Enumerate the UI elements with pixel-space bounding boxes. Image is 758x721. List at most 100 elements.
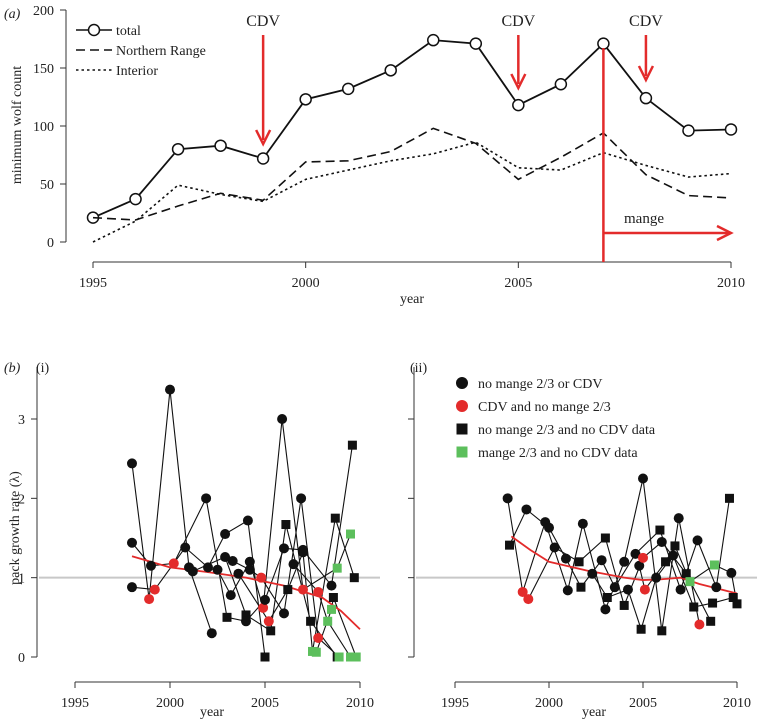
point-no-mange-or-cdv: [187, 566, 198, 577]
pack-trajectory: [293, 563, 351, 658]
point-no-mange-or-cdv: [544, 522, 554, 533]
trend-line: [510, 535, 738, 595]
point-no-mange-or-cdv: [521, 504, 532, 515]
total-point: [469, 37, 483, 50]
point-no-cdv-data: [328, 593, 338, 602]
legend-label: mange 2/3 and no CDV data: [478, 446, 638, 461]
point-no-mange-or-cdv: [560, 553, 571, 564]
point-no-mange-or-cdv: [562, 585, 573, 596]
cdv-label: CDV: [501, 13, 535, 30]
x-tick-label: 2005: [629, 696, 657, 711]
point-no-cdv-data: [728, 593, 738, 602]
point-no-cdv-data: [689, 602, 699, 612]
point-no-cdv-data: [347, 440, 357, 450]
point-cdv: [313, 632, 324, 643]
legend-label: Interior: [116, 64, 158, 79]
point-no-mange-or-cdv: [638, 473, 648, 484]
legend-marker: [456, 400, 468, 412]
total-point: [214, 139, 227, 152]
point-no-cdv-data: [619, 600, 629, 610]
panel-label: (b): [4, 361, 21, 376]
point-mange: [332, 563, 342, 573]
point-no-cdv-data: [241, 610, 251, 620]
legend-marker: [456, 423, 468, 435]
point-cdv: [639, 584, 650, 595]
point-no-cdv-data: [732, 599, 742, 609]
point-cdv: [313, 586, 324, 597]
point-cdv: [168, 558, 179, 569]
point-no-mange-or-cdv: [241, 616, 251, 627]
x-tick-label: 2000: [535, 696, 563, 711]
point-no-mange-or-cdv: [326, 580, 337, 591]
point-cdv: [298, 584, 308, 595]
point-cdv: [638, 552, 648, 563]
sub-panel-label: (ii): [410, 361, 427, 376]
total-point: [512, 98, 525, 112]
point-no-mange-or-cdv: [596, 555, 607, 566]
point-no-cdv-data: [681, 569, 691, 579]
point-no-mange-or-cdv: [201, 493, 212, 504]
total-point: [427, 33, 440, 47]
point-no-cdv-data: [600, 533, 610, 543]
point-mange: [346, 652, 355, 662]
series-line-total: [92, 39, 732, 219]
point-no-mange-or-cdv: [146, 560, 156, 571]
cdv-arrow-head: [637, 65, 655, 83]
x-tick-label: 2005: [251, 696, 279, 711]
point-no-cdv-data: [349, 573, 359, 583]
point-no-mange-or-cdv: [227, 556, 238, 567]
panel-label: (a): [4, 7, 21, 22]
cdv-arrow-head: [255, 129, 272, 147]
legend-marker: [456, 446, 468, 458]
point-no-cdv-data: [636, 624, 646, 634]
total-point: [299, 93, 312, 106]
y-tick-label: 150: [33, 62, 54, 77]
point-no-mange-or-cdv: [220, 529, 231, 540]
x-axis-label: year: [400, 292, 424, 307]
point-no-cdv-data: [655, 525, 665, 535]
point-no-mange-or-cdv: [220, 552, 231, 563]
point-no-mange-or-cdv: [577, 518, 588, 529]
point-no-cdv-data: [657, 626, 667, 636]
point-no-mange-or-cdv: [600, 604, 611, 615]
point-cdv: [517, 586, 528, 597]
point-no-cdv-data: [283, 585, 293, 595]
total-point: [384, 64, 397, 77]
point-mange: [685, 577, 695, 587]
point-no-mange-or-cdv: [619, 556, 630, 567]
x-tick-label: 2010: [346, 696, 374, 711]
y-tick-label: 0: [18, 651, 25, 666]
x-tick-label: 2010: [723, 696, 751, 711]
legend-marker: [456, 377, 468, 389]
point-no-cdv-data: [708, 598, 718, 608]
point-no-cdv-data: [602, 593, 612, 602]
legend-label: CDV and no mange 2/3: [478, 400, 611, 415]
y-axis-label: pack growth rate (λ): [8, 471, 23, 585]
y-tick-label: 200: [33, 4, 54, 19]
point-no-cdv-data: [574, 557, 584, 567]
point-no-cdv-data: [306, 616, 316, 626]
mange-label: mange: [624, 211, 664, 227]
y-tick-label: 100: [33, 120, 54, 135]
point-mange: [311, 647, 321, 657]
point-no-mange-or-cdv: [288, 559, 299, 570]
mange-arrow-head: [716, 224, 734, 242]
legend-marker: [87, 23, 101, 37]
point-no-mange-or-cdv: [203, 562, 213, 573]
total-point: [597, 37, 610, 50]
point-cdv: [256, 572, 267, 583]
point-no-mange-or-cdv: [296, 493, 307, 504]
point-no-mange-or-cdv: [279, 608, 289, 619]
series-line-interior: [92, 141, 732, 243]
y-tick-label: 3: [18, 413, 25, 428]
total-point: [554, 77, 568, 91]
pack-trajectory: [315, 595, 357, 658]
point-no-mange-or-cdv: [180, 542, 191, 553]
y-tick-label: 1: [18, 572, 25, 587]
point-no-cdv-data: [670, 541, 680, 551]
point-no-mange-or-cdv: [206, 628, 217, 639]
point-cdv: [694, 619, 705, 630]
point-cdv: [523, 594, 534, 605]
point-no-cdv-data: [330, 513, 340, 523]
panel-b-i: 1995 2000 2005 2010 0 1 2 3 year pack growth rate…: [4, 361, 380, 720]
